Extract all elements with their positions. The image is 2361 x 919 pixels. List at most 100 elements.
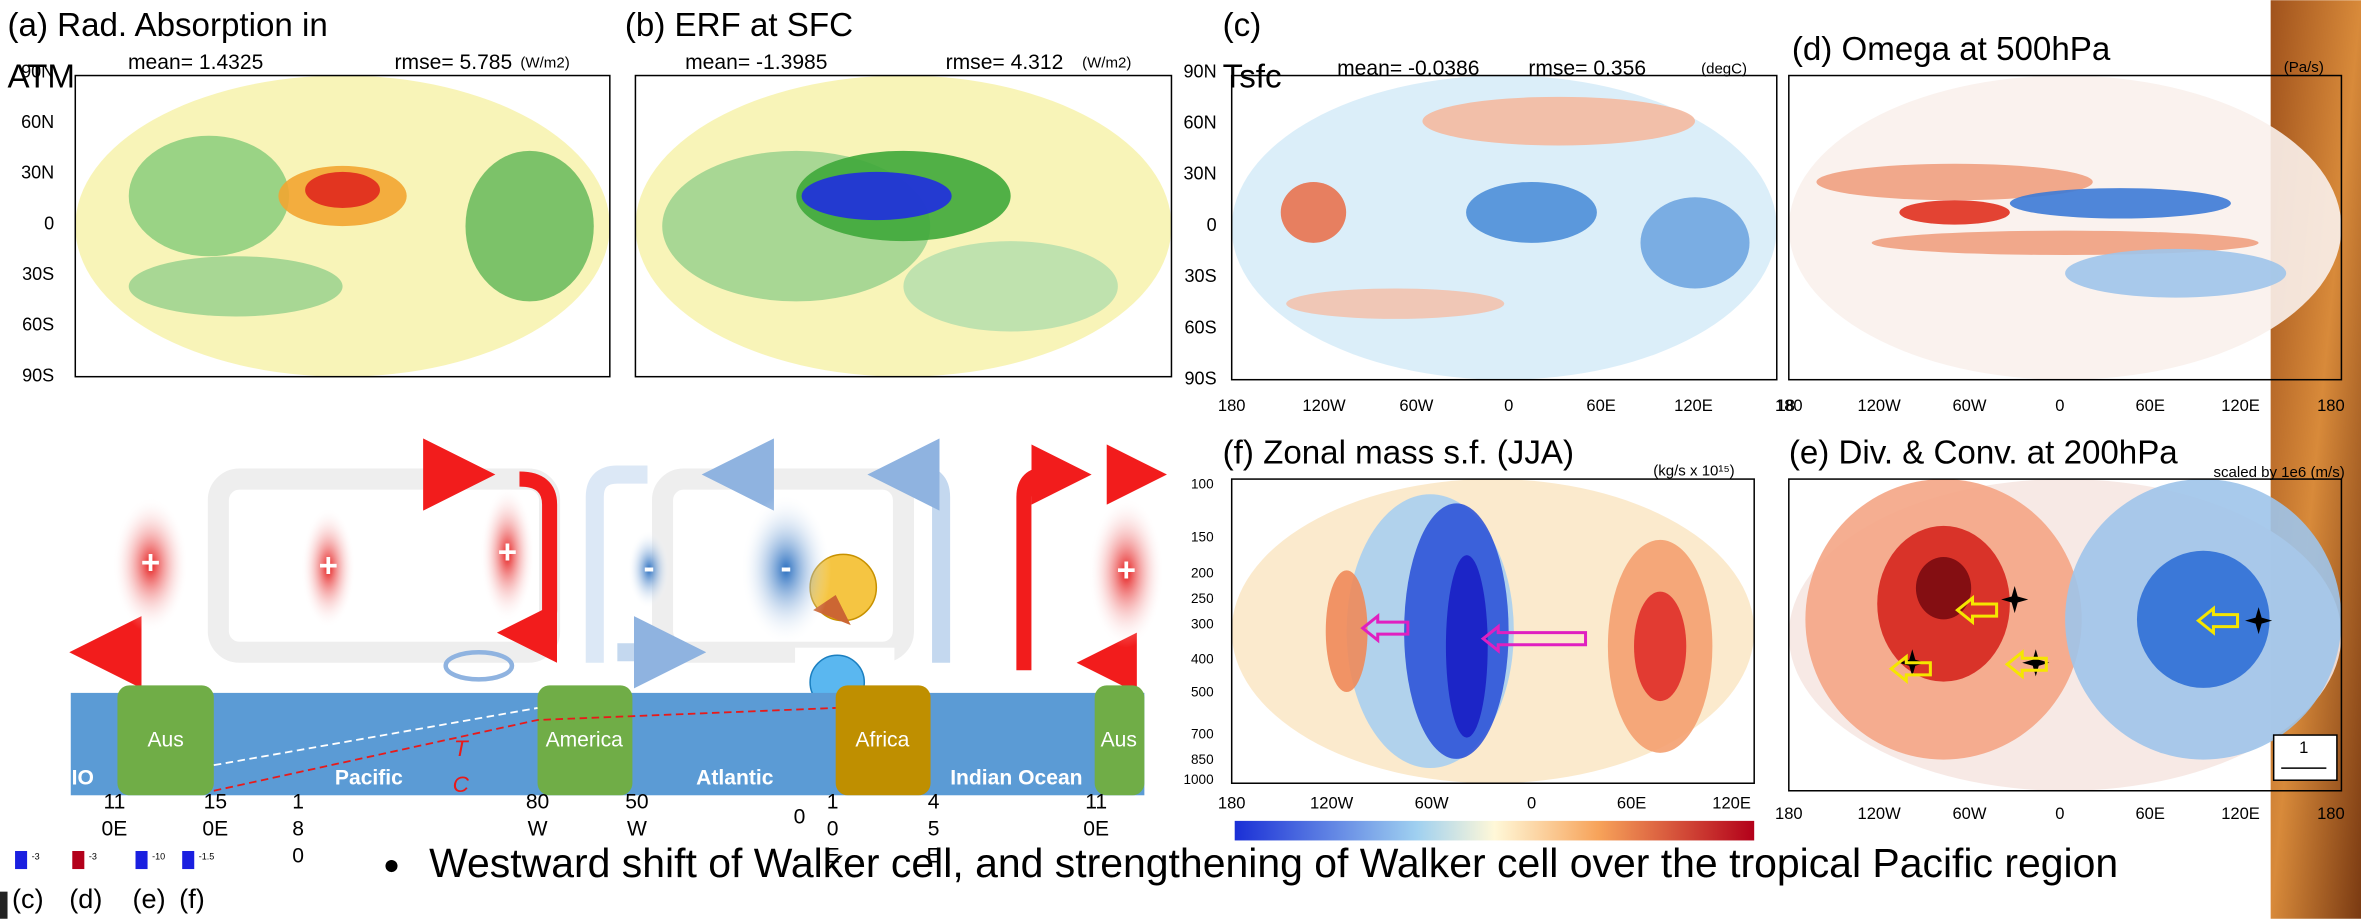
y-tick-label: 400 xyxy=(1191,651,1214,666)
continent-label: Aus xyxy=(147,729,183,752)
content: (a) Rad. Absorption in ATM mean= 1.4325 rms… xyxy=(8,7,2345,914)
legend-swatch xyxy=(72,850,85,870)
x-tick-label: 120E xyxy=(2221,804,2260,823)
map-e xyxy=(1788,479,2342,791)
y-tick-label: 30N xyxy=(1184,164,1217,184)
y-tick-label: 60N xyxy=(1184,112,1217,132)
field xyxy=(128,256,343,317)
legend-swatch xyxy=(15,850,28,870)
x-tick-label: 120E xyxy=(1674,396,1713,415)
x-tick-label: 0 xyxy=(1504,396,1513,415)
vector-key xyxy=(2272,734,2338,781)
continent xyxy=(537,685,633,796)
mean-label: mean= -0.0386 xyxy=(1337,57,1479,80)
longitude-label: 0E xyxy=(102,817,128,840)
mean-label: mean= -1.3985 xyxy=(685,51,827,74)
mean-label: mean= 1.4325 xyxy=(128,51,263,74)
x-tick-label: 60E xyxy=(1586,396,1615,415)
map-f xyxy=(1231,479,1755,784)
longitude-label: 0 xyxy=(827,817,839,840)
blue-arrow xyxy=(867,438,951,663)
x-tick-label: 120W xyxy=(1858,804,1902,823)
legend-label: (e) xyxy=(133,883,166,914)
continent xyxy=(117,685,214,796)
x-tick-label: 0 xyxy=(2055,396,2064,415)
red-arrow xyxy=(1016,444,1092,671)
map-frame xyxy=(634,74,1173,378)
y-tick-label: 90S xyxy=(1185,368,1217,388)
longitude-label: 8 xyxy=(292,817,304,840)
x-tick-label: 120W xyxy=(1858,396,1902,415)
longitude-label: 80 xyxy=(526,790,549,813)
y-tick-label: 90N xyxy=(21,61,54,81)
field xyxy=(1286,288,1505,319)
map-frame xyxy=(1230,478,1755,784)
field xyxy=(1634,591,1687,702)
map-a xyxy=(75,75,610,377)
ocean-label: Pacific xyxy=(335,766,403,789)
anomaly-sign: - xyxy=(780,549,791,586)
panel-title: (f) Zonal mass s.f. (JJA) xyxy=(1223,435,1574,472)
star xyxy=(2022,649,2050,677)
longitude-label: 0 xyxy=(794,805,806,828)
y-tick-label: 250 xyxy=(1191,591,1214,606)
map-d xyxy=(1788,75,2342,380)
y-tick-label: 30S xyxy=(1185,266,1217,286)
y-tick-label: 1000 xyxy=(1183,772,1213,787)
x-tick-label: 120W xyxy=(1310,794,1354,813)
anomaly-sign: + xyxy=(1117,552,1136,589)
y-tick-label: 60S xyxy=(1185,317,1217,337)
legend-label: (f) xyxy=(179,883,205,914)
x-tick-label: 180 xyxy=(2317,396,2345,415)
arrow xyxy=(2195,605,2240,636)
y-tick-label: 100 xyxy=(1191,477,1214,492)
longitude-label: E xyxy=(927,845,941,868)
arrow xyxy=(2004,649,2048,680)
continent xyxy=(835,685,931,796)
continent-label: Aus xyxy=(1101,729,1137,752)
longitude-label: 4 xyxy=(928,790,940,813)
panel-title: (b) ERF at SFC xyxy=(625,7,853,44)
x-tick-label: 60W xyxy=(1952,804,1986,823)
longitude-label: 5 xyxy=(928,817,940,840)
panel-title: (c) xyxy=(1223,7,1262,44)
field xyxy=(2065,248,2287,298)
field xyxy=(1466,181,1597,243)
panel-title: (a) Rad. Absorption in xyxy=(8,7,328,44)
x-tick-label: 120W xyxy=(1302,396,1346,415)
field xyxy=(1280,181,1347,243)
map-frame xyxy=(74,74,611,378)
longitude-label: E xyxy=(826,845,840,868)
panel-title: (d) Omega at 500hPa xyxy=(1792,31,2111,68)
walker-diagram xyxy=(69,438,1167,796)
y-tick-label: 200 xyxy=(1191,566,1214,581)
unit-label: (degC) xyxy=(1701,60,1747,77)
anomaly xyxy=(1088,497,1164,648)
ocean-label: IO xyxy=(72,766,94,789)
field xyxy=(305,171,380,209)
field xyxy=(1325,570,1368,692)
x-tick-label: 60W xyxy=(1952,396,1986,415)
anomaly xyxy=(112,497,189,633)
colorbar xyxy=(1234,820,1755,841)
x-tick-label: 120E xyxy=(1712,794,1751,813)
anomaly-sign: + xyxy=(141,545,160,582)
panel-title: Tsfc xyxy=(1223,58,1282,95)
y-tick-label: 0 xyxy=(1207,215,1217,235)
x-tick-label: 180 xyxy=(1775,804,1803,823)
rmse-label: rmse= 5.785 xyxy=(395,51,513,74)
unit-label: (Pa/s) xyxy=(2284,59,2324,76)
field xyxy=(1816,163,2093,201)
arrow xyxy=(1955,594,1999,626)
star xyxy=(2245,607,2273,635)
arrow xyxy=(1480,623,1588,654)
cyclone xyxy=(443,649,515,682)
x-tick-label: 60W xyxy=(1399,396,1433,415)
y-tick-label: 90S xyxy=(22,365,54,385)
field xyxy=(1915,556,1972,620)
anomaly-sign: - xyxy=(643,549,654,586)
x-tick-label: 0 xyxy=(1527,794,1536,813)
unit-label: (W/m2) xyxy=(1082,54,1131,71)
field xyxy=(1788,75,2342,380)
